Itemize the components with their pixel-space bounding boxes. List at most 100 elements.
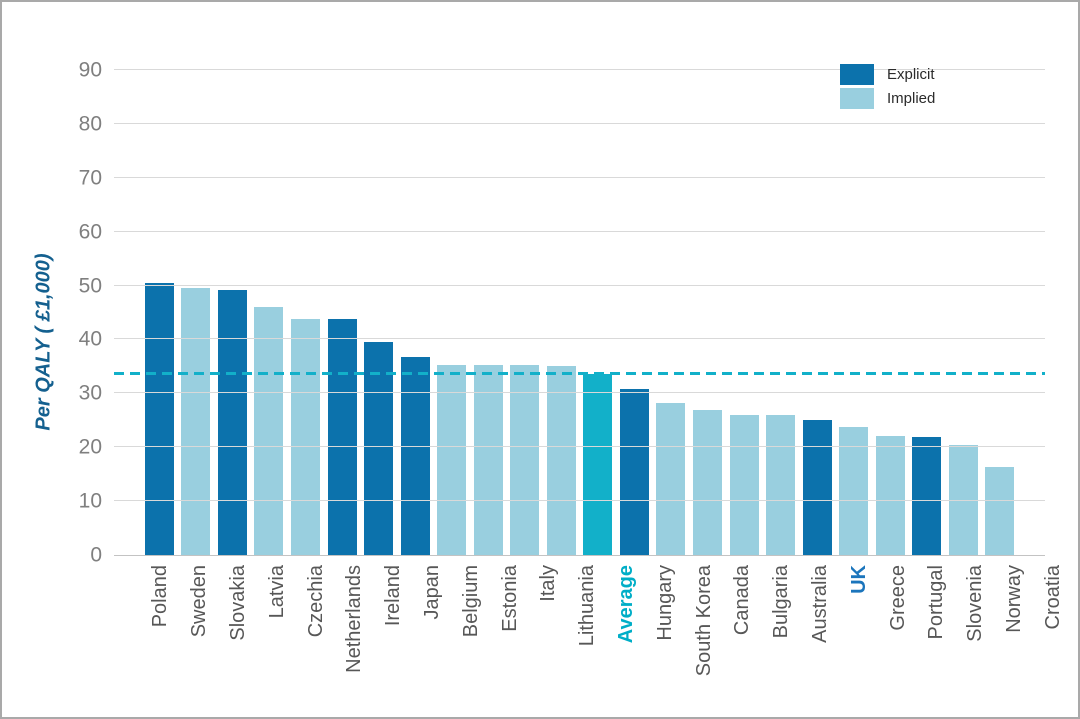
y-tick-30: 30 [78,381,102,405]
bar-slot-poland [141,70,178,555]
bar-slovenia [912,436,942,555]
x-label-australia: Australia [808,565,831,643]
x-label-slot-latvia: Latvia [257,565,296,715]
bar-slot-bulgaria [726,70,763,555]
bar-slot-uk [799,70,836,555]
y-tick-20: 20 [78,435,102,459]
bar-estonia [473,364,503,555]
x-label-poland: Poland [149,565,172,628]
bar-slot-portugal [872,70,909,555]
bar-croatia [985,467,1015,555]
bar-slot-slovenia [908,70,945,555]
y-tick-0: 0 [90,543,102,567]
x-label-south-korea: South Korea [692,565,715,677]
legend: Explicit Implied [840,64,935,109]
x-label-slot-estonia: Estonia [490,565,529,715]
legend-item-explicit: Explicit [840,64,935,85]
bar-australia [766,414,796,555]
x-label-portugal: Portugal [925,565,948,640]
legend-label-explicit: Explicit [887,66,935,83]
x-label-slot-slovakia: Slovakia [219,565,258,715]
legend-item-implied: Implied [840,88,935,109]
bar-italy [510,364,540,555]
bar-portugal [875,436,905,555]
x-label-croatia: Croatia [1041,565,1064,630]
x-label-slot-lithuania: Lithuania [568,565,607,715]
bar-slot-greece [835,70,872,555]
gridline-30 [114,392,1045,394]
x-label-slot-croatia: Croatia [1033,565,1072,715]
gridline-50 [114,284,1045,286]
bar-slot-lithuania [543,70,580,555]
x-label-slot-slovenia: Slovenia [956,565,995,715]
bar-uk [802,420,832,555]
bar-hungary [619,389,649,555]
x-label-sweden: Sweden [188,565,211,638]
x-label-slot-poland: Poland [141,565,180,715]
bar-poland [144,282,174,555]
bar-slot-italy [506,70,543,555]
bar-slot-canada [689,70,726,555]
bar-netherlands [327,318,357,555]
x-label-slot-average: Average [607,565,646,715]
bar-latvia [254,307,284,555]
bar-slot-belgium [433,70,470,555]
bar-slot-ireland [360,70,397,555]
bar-slot-latvia [251,70,288,555]
x-label-slot-czechia: Czechia [296,565,335,715]
bar-bulgaria [729,414,759,555]
x-label-latvia: Latvia [265,565,288,619]
y-tick-90: 90 [78,58,102,82]
x-label-norway: Norway [1002,565,1025,633]
x-label-belgium: Belgium [459,565,482,638]
bar-slot-norway [945,70,982,555]
gridline-40 [114,338,1045,340]
bar-slot-sweden [178,70,215,555]
x-label-canada: Canada [731,565,754,636]
x-label-greece: Greece [886,565,909,631]
x-label-uk: UK [847,565,870,594]
y-tick-10: 10 [78,489,102,513]
x-label-estonia: Estonia [498,565,521,632]
bars-container [114,70,1045,555]
bar-slot-estonia [470,70,507,555]
x-label-slot-canada: Canada [723,565,762,715]
x-label-italy: Italy [537,565,560,602]
x-label-slot-norway: Norway [995,565,1034,715]
x-label-slot-ireland: Ireland [374,565,413,715]
bar-canada [692,409,722,555]
bar-slot-netherlands [324,70,361,555]
x-label-slot-hungary: Hungary [645,565,684,715]
x-label-slot-portugal: Portugal [917,565,956,715]
x-label-slovakia: Slovakia [226,565,249,641]
gridline-10 [114,500,1045,502]
x-label-czechia: Czechia [304,565,327,638]
bar-slot-average [580,70,617,555]
bar-slot-australia [762,70,799,555]
gridline-20 [114,446,1045,448]
average-dashed-line [114,372,1045,376]
x-label-slot-bulgaria: Bulgaria [762,565,801,715]
x-label-slot-netherlands: Netherlands [335,565,374,715]
legend-swatch-explicit [840,64,874,85]
x-label-slot-japan: Japan [413,565,452,715]
x-label-japan: Japan [420,565,443,620]
x-label-hungary: Hungary [653,565,676,641]
x-label-slot-sweden: Sweden [180,565,219,715]
x-label-average: Average [614,565,637,644]
x-axis-labels: Poland Sweden Slovakia Latvia Czechia Netherl… [114,565,1078,715]
gridline-70 [114,176,1045,178]
legend-swatch-implied [840,88,874,109]
bar-slot-south-korea [653,70,690,555]
x-label-netherlands: Netherlands [343,565,366,673]
bar-slot-hungary [616,70,653,555]
bar-czechia [290,318,320,555]
bar-slot-slovakia [214,70,251,555]
x-label-slot-uk: UK [839,565,878,715]
bar-slot-croatia [982,70,1019,555]
bar-south-korea [656,403,686,555]
bar-slovakia [217,289,247,555]
x-label-lithuania: Lithuania [576,565,599,647]
bar-greece [839,426,869,555]
